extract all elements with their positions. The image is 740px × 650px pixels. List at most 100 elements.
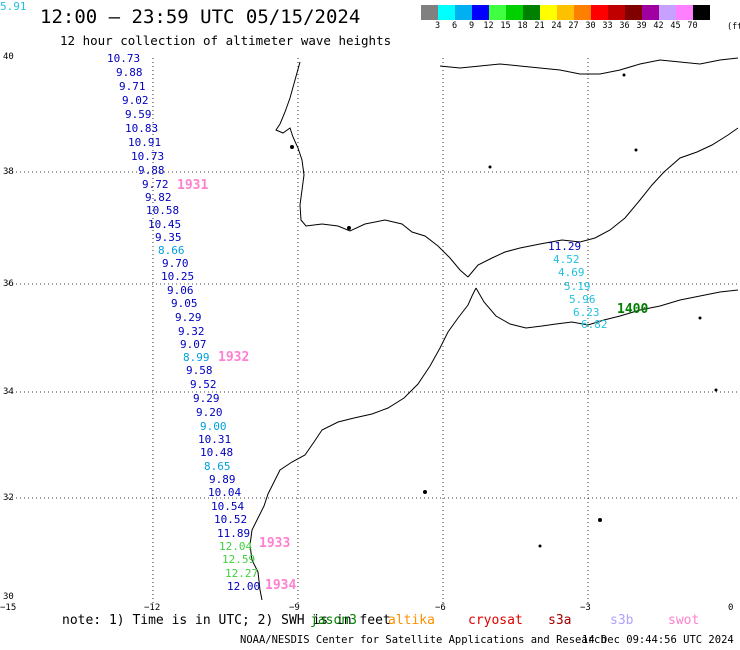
wave-height-label: 9.29 bbox=[175, 311, 202, 324]
wave-height-label: 9.06 bbox=[167, 284, 194, 297]
wave-height-label: 12.00 bbox=[227, 580, 261, 593]
wave-height-label: 5.96 bbox=[569, 293, 596, 306]
wave-height-label: 9.02 bbox=[122, 94, 149, 107]
scale-label: 21 bbox=[534, 21, 545, 31]
scale-label: 15 bbox=[500, 21, 511, 31]
scale-swatch bbox=[676, 5, 693, 20]
wave-height-label: 9.72 bbox=[142, 178, 169, 191]
scale-label: 12 bbox=[483, 21, 494, 31]
scale-swatch bbox=[506, 5, 523, 20]
legend-item-swot: swot bbox=[668, 613, 700, 628]
wave-height-label: 9.88 bbox=[116, 66, 143, 79]
island bbox=[714, 388, 718, 392]
wave-height-label: 9.58 bbox=[186, 364, 213, 377]
wave-height-label: 9.20 bbox=[196, 406, 223, 419]
lat-label: 30 bbox=[3, 592, 14, 602]
scale-swatch bbox=[591, 5, 608, 20]
scale-label: 18 bbox=[517, 21, 528, 31]
wave-height-label: 10.04 bbox=[208, 486, 242, 499]
wave-height-label: 10.58 bbox=[146, 204, 180, 217]
lat-label: 34 bbox=[3, 387, 14, 397]
lat-label: 40 bbox=[3, 52, 14, 62]
wave-height-label: 10.45 bbox=[148, 218, 182, 231]
wave-height-label: 9.89 bbox=[209, 473, 236, 486]
map-subtitle: 12 hour collection of altimeter wave hei… bbox=[60, 33, 392, 48]
scale-label: 3 bbox=[434, 21, 441, 31]
wave-height-label: 10.83 bbox=[125, 122, 159, 135]
wave-height-label: 8.99 bbox=[183, 351, 210, 364]
wave-height-label: 9.35 bbox=[155, 231, 182, 244]
island bbox=[622, 73, 626, 77]
legend-item-altika: altika bbox=[388, 613, 435, 628]
wave-height-label: 5.19 bbox=[564, 280, 591, 293]
wave-height-label: 5.91 bbox=[0, 0, 27, 13]
scale-unit: (ft) bbox=[727, 22, 740, 32]
scale-swatch bbox=[574, 5, 591, 20]
scale-swatch bbox=[523, 5, 540, 20]
coast-africa-west bbox=[249, 287, 477, 601]
orbit-label: 1933 bbox=[259, 536, 291, 551]
orbit-label: 1932 bbox=[218, 350, 250, 365]
wave-height-label: 11.89 bbox=[217, 527, 251, 540]
wave-height-label: 9.05 bbox=[171, 297, 198, 310]
coast-north bbox=[439, 57, 739, 75]
wave-height-label: 10.48 bbox=[200, 446, 234, 459]
scale-swatch bbox=[438, 5, 455, 20]
scale-label: 39 bbox=[636, 21, 647, 31]
islands bbox=[290, 73, 718, 548]
island bbox=[488, 165, 492, 169]
wave-height-label: 9.00 bbox=[200, 420, 227, 433]
coastline bbox=[249, 57, 739, 601]
lon-label: −12 bbox=[144, 603, 161, 613]
lon-label: −15 bbox=[0, 603, 17, 613]
scale-swatch bbox=[659, 5, 676, 20]
wave-height-label: 11.29 bbox=[548, 240, 582, 253]
wave-height-label: 12.27 bbox=[225, 567, 259, 580]
scale-swatch bbox=[455, 5, 472, 20]
wave-height-label: 9.70 bbox=[162, 257, 189, 270]
scale-label: 6 bbox=[451, 21, 458, 31]
lon-label: −9 bbox=[289, 603, 300, 613]
scale-swatch bbox=[608, 5, 625, 20]
coast-africa-north bbox=[475, 287, 739, 329]
scale-label: 30 bbox=[585, 21, 596, 31]
island bbox=[423, 490, 427, 494]
scale-label: 45 bbox=[670, 21, 681, 31]
wave-height-label: 10.52 bbox=[214, 513, 248, 526]
orbit-label: 1934 bbox=[265, 578, 297, 593]
wave-height-label: 9.52 bbox=[190, 378, 217, 391]
lon-label: −3 bbox=[580, 603, 591, 613]
wave-height-label: 10.54 bbox=[211, 500, 245, 513]
island bbox=[634, 148, 638, 152]
wave-height-label: 9.71 bbox=[119, 80, 146, 93]
lat-label: 36 bbox=[3, 279, 14, 289]
scale-label: 27 bbox=[568, 21, 579, 31]
island bbox=[538, 544, 542, 548]
orbit-label: 1400 bbox=[617, 302, 649, 317]
scale-swatch bbox=[421, 5, 438, 20]
wave-height-label: 9.29 bbox=[193, 392, 220, 405]
wave-height-label: 8.65 bbox=[204, 460, 231, 473]
wave-height-label: 9.07 bbox=[180, 338, 207, 351]
scale-swatch bbox=[557, 5, 574, 20]
wave-height-label: 4.52 bbox=[553, 253, 580, 266]
wave-height-label: 10.31 bbox=[198, 433, 232, 446]
wave-height-label: 10.91 bbox=[128, 136, 162, 149]
lon-label: −6 bbox=[435, 603, 446, 613]
scale-swatch bbox=[489, 5, 506, 20]
island bbox=[290, 145, 294, 149]
scale-label: 42 bbox=[653, 21, 664, 31]
coast-iberia-south bbox=[467, 127, 739, 278]
orbit-label: 1931 bbox=[177, 178, 209, 193]
legend-item-s3a: s3a bbox=[548, 613, 572, 628]
lat-label: 32 bbox=[3, 493, 14, 503]
scale-swatch bbox=[625, 5, 642, 20]
scale-label: 70 bbox=[687, 21, 698, 31]
legend-item-jason3: jason3 bbox=[310, 613, 357, 628]
lat-label: 38 bbox=[3, 167, 14, 177]
wave-height-label: 12.59 bbox=[222, 553, 256, 566]
wave-height-label: 9.32 bbox=[178, 325, 205, 338]
